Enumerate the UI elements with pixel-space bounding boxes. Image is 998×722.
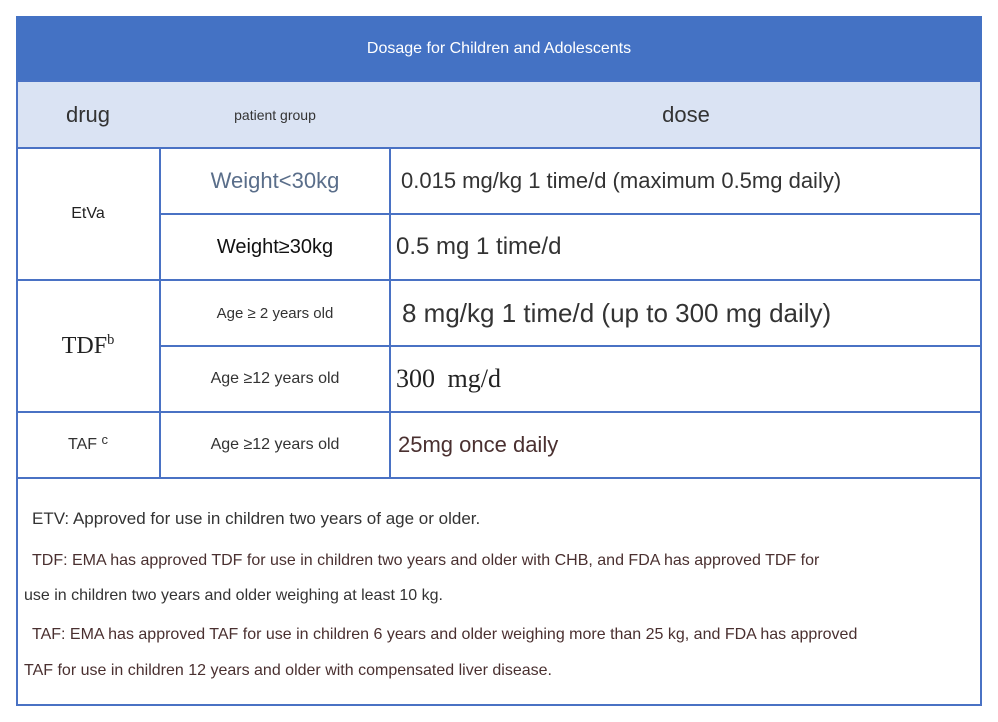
drug-footnote-mark: b <box>107 332 115 348</box>
rule <box>160 213 982 215</box>
drug-cell: TAF c <box>16 412 160 478</box>
group-cell: Age ≥12 years old <box>210 370 340 387</box>
drug-name: TDF <box>61 332 108 359</box>
header-cell: patient group <box>234 106 316 123</box>
drug-cell: EtVa <box>71 205 105 222</box>
header-row <box>18 81 980 148</box>
footnote: TAF: EMA has approved TAF for use in chi… <box>32 626 858 643</box>
group-cell: Age ≥ 2 years old <box>216 304 334 322</box>
group-cell: Age ≥12 years old <box>210 436 340 453</box>
footnote: TDF: EMA has approved TDF for use in chi… <box>32 552 820 569</box>
drug-cell: TDF b <box>16 280 160 412</box>
rule <box>389 148 391 478</box>
footnote: ETV: Approved for use in children two ye… <box>32 509 481 528</box>
dose-cell: 8 mg/kg 1 time/d (up to 300 mg daily) <box>402 297 832 328</box>
rule <box>16 279 982 281</box>
rule <box>16 147 982 149</box>
drug-name: TAF <box>68 436 98 453</box>
dose-cell: 0.5 mg 1 time/d <box>396 233 562 260</box>
table-title: Dosage for Children and Adolescents <box>16 16 982 81</box>
footnote: TAF for use in children 12 years and old… <box>24 662 552 679</box>
rule <box>16 80 982 82</box>
dose-cell: 300 mg/d <box>396 364 501 393</box>
rule <box>160 345 982 347</box>
footnote: use in children two years and older weig… <box>24 587 443 604</box>
rule <box>16 477 982 479</box>
header-cell: drug <box>65 101 111 127</box>
dose-cell: 25mg once daily <box>398 432 559 457</box>
rule <box>159 148 161 478</box>
rule <box>16 411 982 413</box>
group-cell: Weight≥30kg <box>216 235 334 258</box>
header-cell: dose <box>662 101 710 127</box>
drug-footnote-mark: c <box>101 432 108 447</box>
dose-cell: 0.015 mg/kg 1 time/d (maximum 0.5mg dail… <box>401 168 842 193</box>
group-cell: Weight<30kg <box>210 168 340 193</box>
